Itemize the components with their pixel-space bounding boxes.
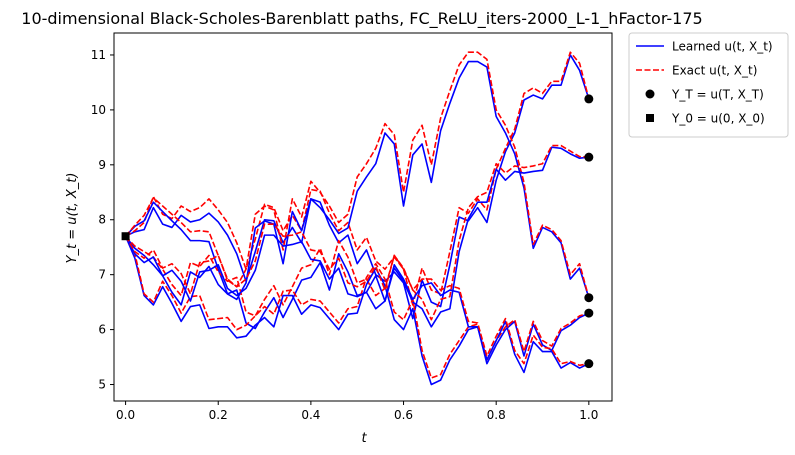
legend-box bbox=[628, 32, 789, 138]
exact-series-line bbox=[124, 144, 589, 321]
legend-terminal-swatch bbox=[645, 89, 655, 99]
x-tick-label: 0.4 bbox=[301, 408, 320, 422]
x-tick-label: 0.8 bbox=[487, 408, 506, 422]
x-tick-label: 1.0 bbox=[579, 408, 598, 422]
terminal-point-marker bbox=[584, 359, 594, 369]
terminal-point-marker bbox=[584, 293, 594, 303]
terminal-point-marker bbox=[584, 308, 594, 318]
legend-entry-label: Y_T = u(T, X_T) bbox=[671, 88, 764, 102]
y-tick-label: 5 bbox=[98, 378, 106, 392]
y-tick-label: 10 bbox=[91, 103, 106, 117]
y-tick-label: 6 bbox=[98, 323, 106, 337]
initial-point-marker bbox=[121, 232, 130, 241]
learned-series-line bbox=[124, 235, 590, 386]
legend-entry-label: Y_0 = u(0, X_0) bbox=[671, 112, 765, 126]
x-axis-label: t bbox=[361, 431, 367, 446]
x-tick-label: 0.2 bbox=[209, 408, 228, 422]
x-tick-label: 0.6 bbox=[394, 408, 413, 422]
learned-series-line bbox=[124, 60, 590, 301]
exact-series-line bbox=[124, 223, 589, 367]
y-tick-label: 8 bbox=[98, 213, 106, 227]
series-group bbox=[124, 51, 590, 386]
plot-area: 0.0 0.2 0.4 0.6 0.8 1.0 5 6 7 8 9 10 11 bbox=[91, 32, 613, 422]
y-axis-label: Y_t = u(t, X_t) bbox=[65, 173, 80, 264]
chart-title: 10-dimensional Black-Scholes-Barenblatt … bbox=[21, 9, 702, 29]
learned-series-line bbox=[124, 146, 589, 330]
terminal-point-marker bbox=[584, 152, 594, 162]
terminal-point-marker bbox=[584, 94, 594, 104]
exact-series-line bbox=[124, 51, 590, 298]
legend-entry-label: Exact u(t, X_t) bbox=[672, 64, 757, 78]
legend: Learned u(t, X_t) Exact u(t, X_t) Y_T = u(… bbox=[628, 32, 789, 138]
y-tick-label: 9 bbox=[98, 158, 106, 172]
axes-frame bbox=[113, 32, 613, 402]
y-tick-label: 7 bbox=[98, 268, 106, 282]
exact-series-line bbox=[125, 51, 590, 306]
y-tick-label: 11 bbox=[91, 48, 106, 62]
learned-series-line bbox=[124, 234, 590, 374]
exact-series-line bbox=[124, 235, 590, 379]
x-tick-label: 0.0 bbox=[116, 408, 135, 422]
legend-initial-swatch bbox=[646, 114, 654, 122]
legend-entry-label: Learned u(t, X_t) bbox=[672, 40, 773, 54]
